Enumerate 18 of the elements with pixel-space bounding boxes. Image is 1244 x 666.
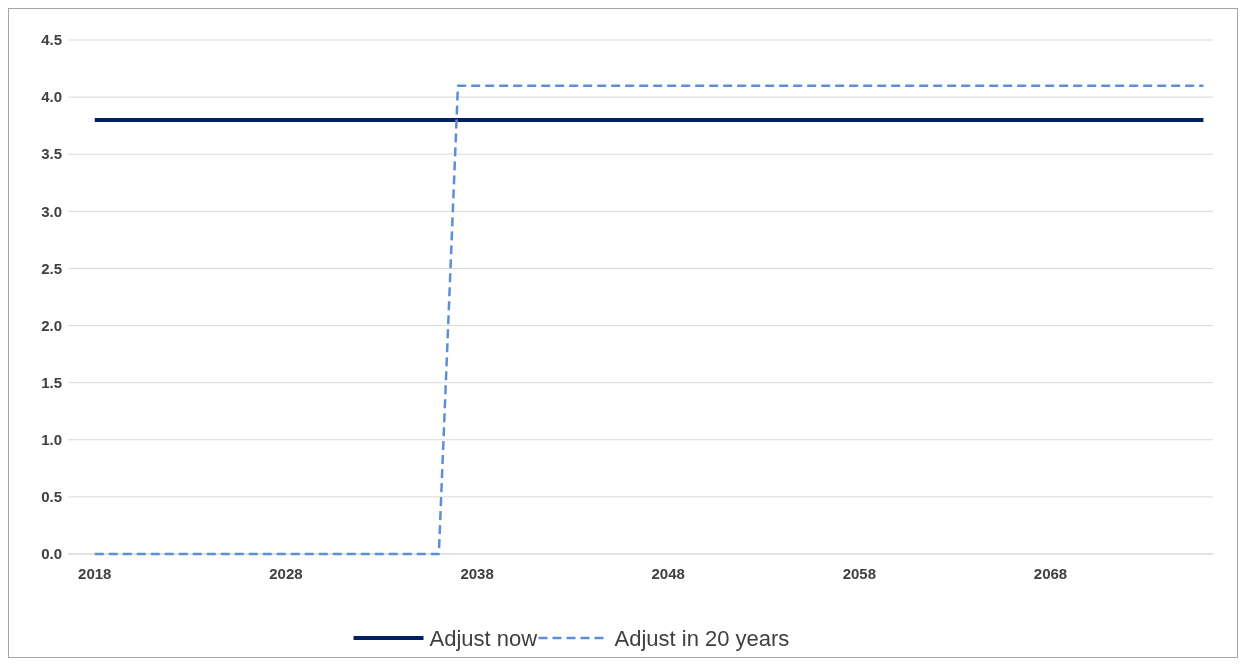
y-tick-label: 1.0 (41, 431, 62, 449)
y-tick-label: 1.5 (41, 373, 62, 391)
y-tick-label: 0.0 (41, 545, 62, 563)
x-tick-label: 2038 (460, 565, 494, 582)
y-tick-label: 4.0 (41, 88, 62, 106)
y-tick-label: 0.5 (41, 488, 62, 506)
legend-label: Adjust now (429, 625, 538, 651)
x-tick-label: 2028 (269, 565, 303, 582)
x-tick-label: 2068 (1033, 565, 1068, 582)
y-tick-label: 2.5 (41, 259, 62, 277)
y-tick-label: 3.0 (41, 202, 62, 220)
y-tick-label: 3.5 (41, 145, 62, 163)
y-tick-label: 2.0 (41, 316, 62, 334)
x-tick-label: 2048 (651, 565, 685, 582)
x-tick-label: 2058 (842, 565, 877, 582)
legend-label: Adjust in 20 years (614, 625, 790, 651)
x-tick-label: 2018 (78, 565, 112, 582)
y-tick-label: 4.5 (41, 31, 62, 49)
